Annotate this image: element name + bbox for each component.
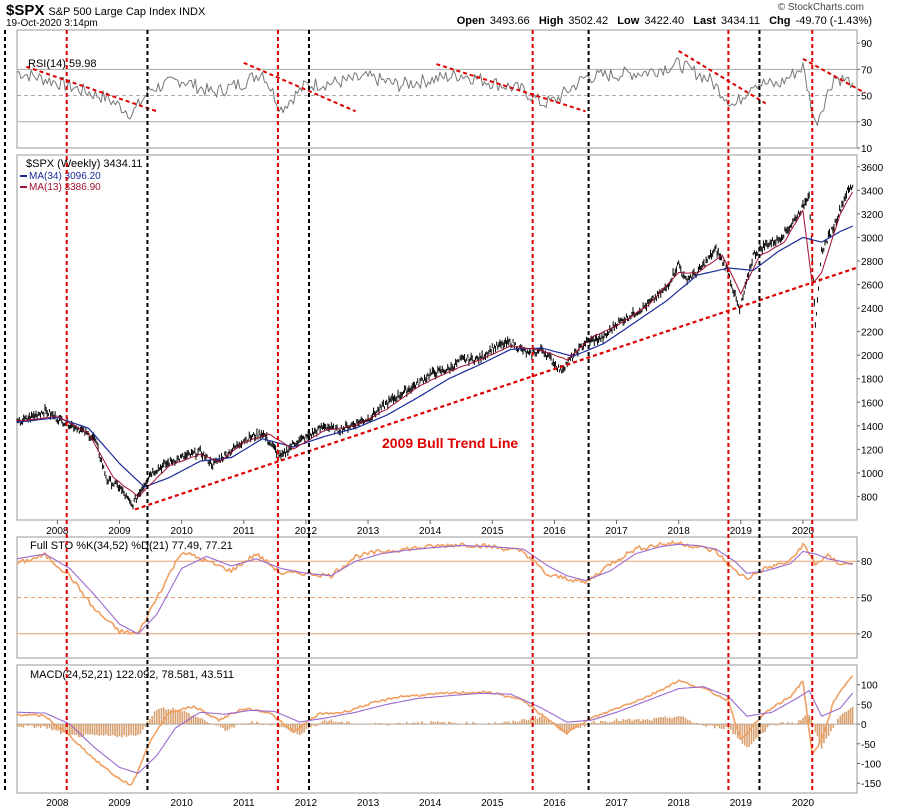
price-y-tick-label: 2200: [861, 328, 884, 339]
macd-y-tick-label: -150: [861, 779, 881, 790]
x-tick-label-mid: 2013: [357, 526, 380, 537]
x-tick-label-mid: 2011: [233, 526, 255, 537]
price-y-tick-label: 1400: [861, 422, 884, 433]
chg-label: Chg: [769, 15, 791, 27]
x-tick-label-mid: 2009: [108, 526, 131, 537]
x-tick-label-bottom: 2016: [543, 798, 566, 809]
price-y-tick-label: 3600: [861, 163, 884, 174]
price-y-tick-label: 3400: [861, 186, 884, 197]
rsi-y-tick-label: 30: [861, 118, 873, 129]
timestamp: 19-Oct-2020 3:14pm: [6, 18, 98, 29]
high-value: 3502.42: [568, 15, 609, 27]
rsi-trend-line: [678, 50, 767, 105]
rsi-panel-frame: [16, 29, 858, 149]
rsi-title: RSI(14) 59.98: [28, 58, 96, 70]
macd-y-tick-label: -50: [861, 740, 876, 751]
x-tick-label-mid: 2008: [46, 526, 69, 537]
macd-y-tick-label: 50: [861, 700, 873, 711]
price-y-tick-label: 3000: [861, 233, 884, 244]
rsi-trend-line: [243, 61, 357, 113]
price-y-tick-label: 2000: [861, 351, 884, 362]
price-y-tick-label: 2800: [861, 257, 884, 268]
x-tick-label-bottom: 2020: [792, 798, 815, 809]
price-y-tick-label: 800: [861, 492, 878, 503]
x-tick-label-bottom: 2008: [46, 798, 69, 809]
trend-line-annotation: 2009 Bull Trend Line: [382, 435, 518, 451]
price-y-tick-label: 1800: [861, 375, 884, 386]
high-label: High: [538, 15, 564, 27]
ohlc-readout: Open 3493.66 High 3502.42 Low 3422.40 La…: [457, 15, 872, 27]
sto-y-tick-label: 50: [861, 594, 873, 605]
ticker-description: S&P 500 Large Cap Index INDX: [48, 6, 206, 18]
low-value: 3422.40: [644, 15, 685, 27]
rsi-trend-line: [25, 65, 158, 113]
sto-d-line: [16, 543, 853, 635]
x-tick-label-bottom: 2015: [481, 798, 504, 809]
open-label: Open: [456, 15, 485, 27]
ma13-legend: MA(13) 3386.90: [29, 182, 101, 193]
rsi-line: [16, 57, 854, 126]
x-tick-label-bottom: 2019: [730, 798, 753, 809]
x-tick-label-bottom: 2014: [419, 798, 442, 809]
chg-value: -49.70 (-1.43%): [795, 15, 872, 27]
sto-y-tick-label: 20: [861, 630, 873, 641]
rsi-y-tick-label: 50: [861, 92, 873, 103]
x-tick-label-bottom: 2013: [357, 798, 380, 809]
ma34-line: [16, 225, 853, 488]
x-tick-label-bottom: 2017: [605, 798, 628, 809]
price-y-tick-label: 2400: [861, 304, 884, 315]
price-title: $SPX (Weekly) 3434.11: [26, 158, 142, 170]
x-tick-label-mid: 2020: [792, 526, 815, 537]
x-tick-label-mid: 2019: [730, 526, 753, 537]
x-tick-label-mid: 2016: [543, 526, 566, 537]
x-tick-label-mid: 2014: [419, 526, 442, 537]
last-label: Last: [693, 15, 716, 27]
ticker-symbol: $SPX: [6, 2, 45, 19]
macd-line: [16, 675, 854, 786]
price-y-tick-label: 1000: [861, 469, 884, 480]
ma34-legend: MA(34) 3096.20: [29, 171, 101, 182]
x-tick-label-bottom: 2010: [171, 798, 194, 809]
rsi-trend-line: [436, 63, 586, 113]
last-value: 3434.11: [720, 15, 760, 27]
x-tick-label-bottom: 2011: [233, 798, 255, 809]
x-tick-label-mid: 2012: [295, 526, 318, 537]
rsi-y-tick-label: 90: [861, 39, 873, 50]
x-tick-label-mid: 2017: [605, 526, 628, 537]
macd-y-tick-label: 100: [861, 681, 878, 692]
price-y-tick-label: 1600: [861, 398, 884, 409]
open-value: 3493.66: [489, 15, 530, 27]
x-tick-label-bottom: 2012: [295, 798, 318, 809]
rsi-y-tick-label: 70: [861, 65, 873, 76]
brand-watermark: © StockCharts.com: [777, 2, 864, 13]
x-tick-label-mid: 2018: [668, 526, 691, 537]
ma13-line: [16, 191, 854, 498]
macd-signal-line: [17, 686, 854, 774]
macd-y-tick-label: 0: [861, 720, 867, 731]
sto-title: Full STO %K(34,52) %D(21) 77.49, 77.21: [30, 540, 233, 552]
macd-y-tick-label: -100: [861, 759, 881, 770]
price-y-tick-label: 2600: [861, 281, 884, 292]
price-y-tick-label: 3200: [861, 210, 884, 221]
x-tick-label-bottom: 2018: [668, 798, 691, 809]
price-panel-frame: [16, 154, 858, 521]
chart-header: $SPX S&P 500 Large Cap Index INDX: [6, 2, 205, 20]
x-tick-label-mid: 2010: [171, 526, 194, 537]
rsi-y-tick-label: 10: [861, 144, 873, 155]
rsi-trend-line: [802, 57, 866, 94]
sto-y-tick-label: 80: [861, 557, 873, 568]
x-tick-label-mid: 2015: [481, 526, 504, 537]
macd-title: MACD(24,52,21) 122.092, 78.581, 43.511: [30, 669, 234, 681]
sto-k-line: [16, 540, 854, 636]
price-y-tick-label: 1200: [861, 445, 884, 456]
x-tick-label-bottom: 2009: [108, 798, 131, 809]
bull-trend-line: [134, 266, 857, 511]
low-label: Low: [617, 15, 640, 27]
